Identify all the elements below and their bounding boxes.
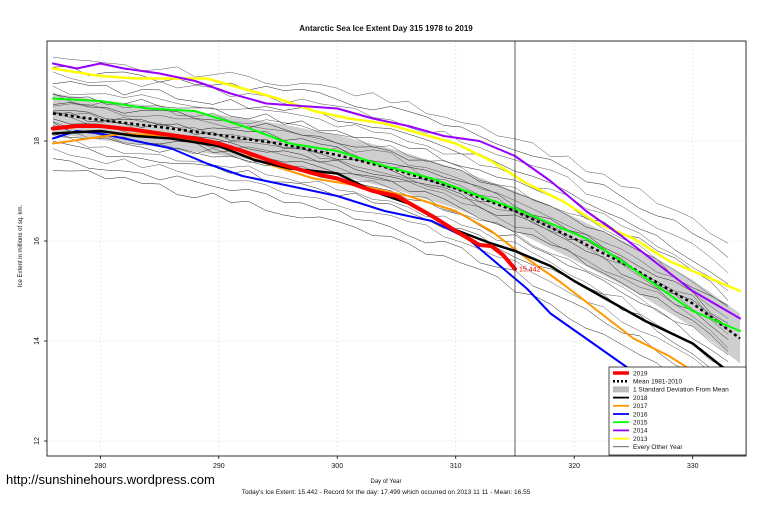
x-tick-label: 320 (568, 463, 580, 470)
x-tick-label: 290 (213, 463, 225, 470)
series-line-2014 (51, 62, 742, 320)
every-other-year-line (52, 81, 729, 285)
chart-title: Antarctic Sea Ice Extent Day 315 1978 to… (299, 24, 473, 33)
legend-label: 2018 (633, 395, 648, 402)
every-other-year-line (52, 124, 729, 355)
legend-label: Every Other Year (633, 444, 683, 451)
mean-line (52, 112, 741, 340)
std-deviation-band (52, 93, 741, 364)
every-other-year-line (52, 66, 729, 258)
every-other-year-line (52, 158, 729, 405)
every-other-year-line (52, 112, 729, 327)
x-tick-label: 280 (94, 463, 106, 470)
legend-swatch (613, 386, 629, 393)
legend-box (608, 366, 747, 456)
every-other-year-line (52, 103, 729, 319)
y-axis-ticks: 12 14 16 18 (34, 137, 47, 445)
current-value-label: 15.442 (519, 267, 541, 274)
every-other-year-line (52, 133, 729, 363)
y-axis-label: Ice Extent in millions of sq. km. (18, 204, 24, 287)
every-other-year-line (52, 102, 729, 306)
x-tick-label: 300 (331, 463, 343, 470)
legend-label: 1 Standard Deviation From Mean (633, 387, 729, 394)
legend-label: Mean 1981-2010 (633, 379, 683, 386)
y-tick-label: 14 (34, 337, 41, 345)
legend-label: 2013 (633, 436, 648, 443)
every-other-year-line (52, 110, 729, 324)
series-lines (50, 62, 742, 447)
every-other-year-line (52, 170, 729, 419)
legend-label: 2016 (633, 411, 648, 418)
x-tick-label: 330 (687, 463, 699, 470)
y-tick-label: 12 (34, 437, 41, 445)
footer-stats: Today's Ice Extent: 15.442 - Record for … (242, 489, 531, 496)
mean-1981-2010-line (52, 112, 741, 340)
legend-label: 2014 (633, 428, 648, 435)
x-axis-label: Day of Year (370, 479, 401, 485)
y-tick-label: 18 (34, 137, 41, 145)
legend-label: 2017 (633, 403, 648, 410)
every-other-year-line (52, 85, 729, 291)
std-band-area (52, 93, 741, 364)
every-other-year-line (52, 148, 729, 387)
x-tick-label: 310 (450, 463, 462, 470)
series-line-2019 (50, 124, 517, 271)
y-tick-label: 16 (34, 237, 41, 245)
series-line-2013 (51, 67, 742, 293)
every-other-year-line (52, 122, 729, 352)
every-other-year-line (52, 56, 729, 244)
series-line-2015 (51, 97, 742, 332)
watermark-url: http://sunshinehours.wordpress.com (6, 472, 215, 487)
x-axis-ticks: 280 290 300 310 320 330 (94, 456, 699, 470)
plot-frame (46, 40, 747, 457)
every-other-year-line (52, 135, 729, 369)
legend-label: 2015 (633, 420, 648, 427)
every-other-year-line (52, 71, 729, 274)
legend-label: 2019 (633, 370, 648, 377)
every-other-year-lines (52, 56, 729, 419)
